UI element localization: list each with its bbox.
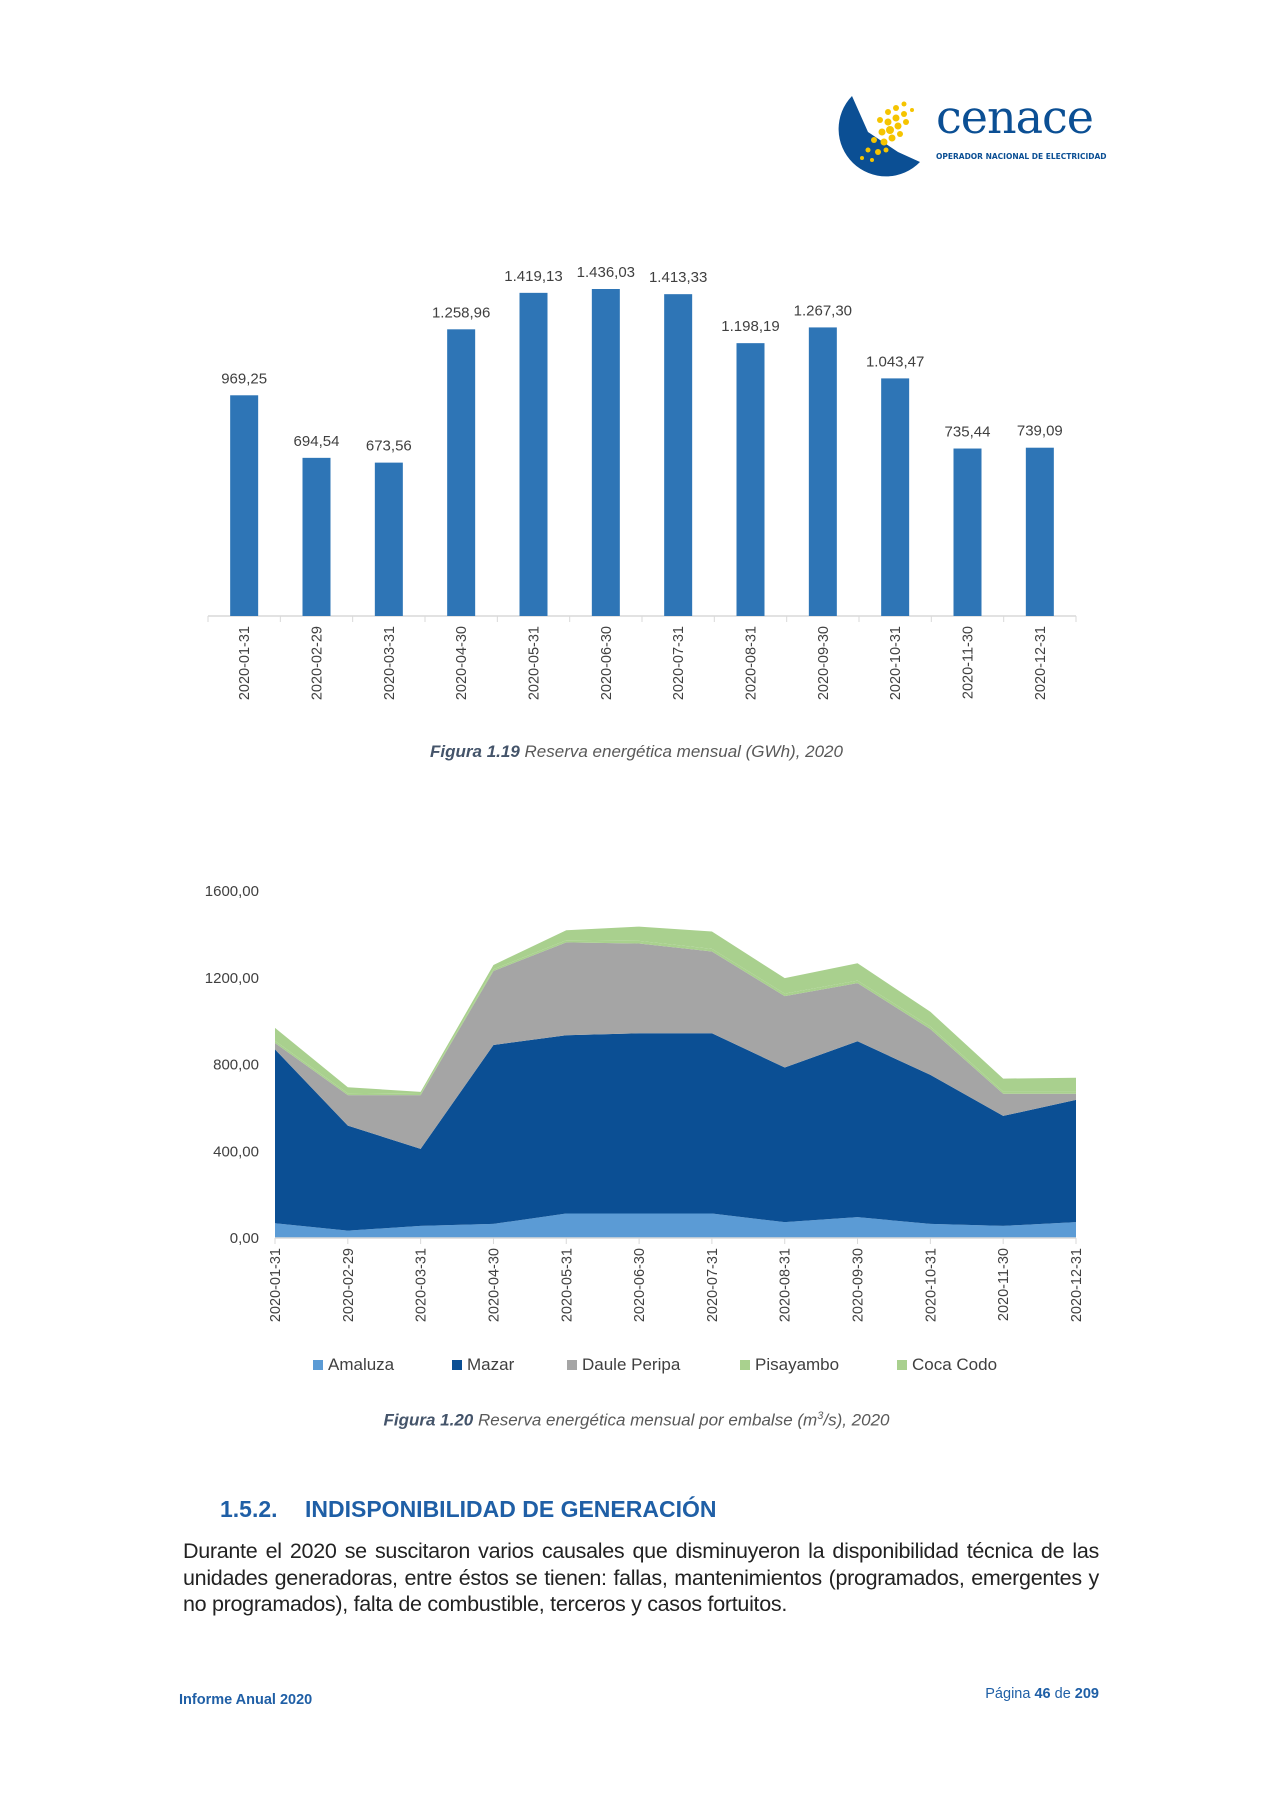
page-current: 46 — [1034, 1686, 1051, 1702]
y-tick-label: 1600,00 — [205, 883, 259, 900]
bar-chart-reserva-mensual: 969,25 2020-01-31 694,54 2020-02-29 673,56 20… — [207, 264, 1077, 700]
data-label: 673,56 — [366, 438, 412, 455]
logo-wordmark: cenace — [936, 90, 1094, 144]
legend-item-daule-peripa: Daule Peripa — [567, 1355, 680, 1375]
y-tick-label: 0,00 — [230, 1230, 259, 1247]
legend-swatch — [452, 1360, 462, 1370]
x-tick-label: 2020-08-31 — [744, 626, 760, 700]
data-label: 1.043,47 — [866, 353, 924, 370]
x-tick-label: 2020-09-30 — [816, 626, 832, 700]
bar-2020-05-31 — [519, 292, 548, 616]
area-daule-peripa — [275, 942, 1076, 1149]
data-label: 735,44 — [945, 424, 991, 441]
bar-2020-01-31 — [230, 395, 259, 616]
page-label: Página — [985, 1686, 1031, 1702]
section-title: INDISPONIBILIDAD DE GENERACIÓN — [305, 1496, 717, 1522]
legend-item-mazar: Mazar — [452, 1355, 514, 1375]
bar-2020-10-31 — [881, 378, 910, 616]
x-tick-label: 2020-11-30 — [996, 1248, 1012, 1321]
x-tick-label: 2020-09-30 — [851, 1248, 867, 1322]
legend-swatch — [567, 1360, 577, 1370]
data-label: 694,54 — [294, 433, 340, 450]
bar-2020-11-30 — [953, 448, 982, 616]
data-label: 739,09 — [1017, 423, 1063, 440]
x-tick-label: 2020-04-30 — [454, 626, 470, 700]
caption-text: Reserva energética mensual por embalse (… — [478, 1410, 818, 1430]
legend-swatch — [897, 1360, 907, 1370]
y-tick-label: 400,00 — [213, 1143, 259, 1160]
cenace-logo: cenace OPERADOR NACIONAL DE ELECTRICIDAD — [838, 92, 1108, 178]
x-tick-label: 2020-12-31 — [1033, 626, 1049, 700]
area-chart-reserva-embalse: 2020-01-31 2020-02-29 2020-03-31 2020-04-30… — [205, 883, 1085, 1322]
legend-item-pisayambo: Pisayambo — [740, 1355, 839, 1375]
legend-swatch — [740, 1360, 750, 1370]
x-tick-label: 2020-11-30 — [961, 626, 977, 699]
x-tick-label: 2020-05-31 — [559, 1248, 575, 1322]
logo-tagline: OPERADOR NACIONAL DE ELECTRICIDAD — [936, 152, 1107, 161]
legend-label: Daule Peripa — [582, 1355, 681, 1374]
x-tick-label: 2020-01-31 — [268, 1248, 284, 1322]
page-of-label: de — [1054, 1686, 1071, 1702]
caption-text: Reserva energética mensual (GWh), 2020 — [524, 742, 843, 761]
caption-label: Figura 1.20 — [383, 1410, 474, 1430]
x-tick-label: 2020-03-31 — [414, 1248, 430, 1322]
figure-1-20-caption: Figura 1.20 Reserva energética mensual p… — [0, 1410, 1273, 1431]
bar-2020-02-29 — [302, 457, 331, 616]
figure-1-19-caption: Figura 1.19 Reserva energética mensual (… — [0, 742, 1273, 762]
bar-2020-12-31 — [1025, 447, 1054, 616]
legend-label: Coca Codo — [912, 1355, 998, 1374]
data-label: 969,25 — [221, 370, 267, 387]
section-heading: 1.5.2. INDISPONIBILIDAD DE GENERACIÓN — [220, 1496, 716, 1523]
area-amaluza — [275, 1213, 1076, 1238]
x-tick-label: 2020-08-31 — [778, 1248, 794, 1322]
x-tick-label: 2020-06-30 — [599, 626, 615, 700]
bar-2020-03-31 — [374, 462, 403, 616]
area-mazar — [275, 1033, 1076, 1231]
x-tick-label: 2020-03-31 — [382, 626, 398, 700]
legend-label: Amaluza — [328, 1355, 395, 1374]
caption-superscript: 3 — [817, 1410, 824, 1422]
area-pisayambo — [275, 940, 1076, 1096]
x-tick-label: 2020-07-31 — [705, 1248, 721, 1322]
data-label: 1.413,33 — [649, 269, 707, 286]
page-total: 209 — [1074, 1686, 1099, 1702]
caption-text-end: /s), 2020 — [823, 1410, 890, 1430]
x-tick-label: 2020-10-31 — [888, 626, 904, 700]
x-tick-label: 2020-01-31 — [237, 626, 253, 700]
y-tick-label: 1200,00 — [205, 970, 259, 987]
x-tick-label: 2020-10-31 — [923, 1248, 939, 1322]
legend-label: Mazar — [467, 1355, 515, 1374]
x-tick-label: 2020-04-30 — [486, 1248, 502, 1322]
footer-page-number: Página 46 de 209 — [985, 1686, 1099, 1702]
bar-2020-07-31 — [664, 294, 693, 616]
logo-emblem-icon — [838, 96, 920, 177]
data-label: 1.436,03 — [577, 264, 635, 281]
bar-2020-04-30 — [447, 329, 476, 616]
bar-2020-08-31 — [736, 343, 765, 616]
x-tick-label: 2020-02-29 — [310, 626, 326, 700]
body-paragraph: Durante el 2020 se suscitaron varios cau… — [183, 1539, 1099, 1616]
x-tick-label: 2020-02-29 — [341, 1248, 357, 1322]
legend-swatch — [313, 1360, 323, 1370]
legend-label: Pisayambo — [755, 1355, 840, 1374]
legend-item-amaluza: Amaluza — [313, 1355, 394, 1375]
legend-item-coca-codo: Coca Codo — [897, 1355, 997, 1375]
x-tick-label: 2020-06-30 — [632, 1248, 648, 1322]
bar-2020-06-30 — [591, 289, 620, 616]
y-tick-label: 800,00 — [213, 1057, 259, 1074]
bar-2020-09-30 — [808, 327, 837, 616]
footer-report-title: Informe Anual 2020 — [179, 1692, 313, 1708]
data-label: 1.267,30 — [794, 302, 852, 319]
x-tick-label: 2020-05-31 — [527, 626, 543, 700]
caption-label: Figura 1.19 — [430, 742, 520, 761]
area-coca-codo — [275, 926, 1076, 1094]
x-tick-label: 2020-07-31 — [671, 626, 687, 700]
section-number: 1.5.2. — [220, 1496, 278, 1522]
data-label: 1.419,13 — [504, 268, 562, 285]
data-label: 1.198,19 — [721, 318, 779, 335]
data-label: 1.258,96 — [432, 304, 490, 321]
x-tick-label: 2020-12-31 — [1069, 1248, 1085, 1322]
